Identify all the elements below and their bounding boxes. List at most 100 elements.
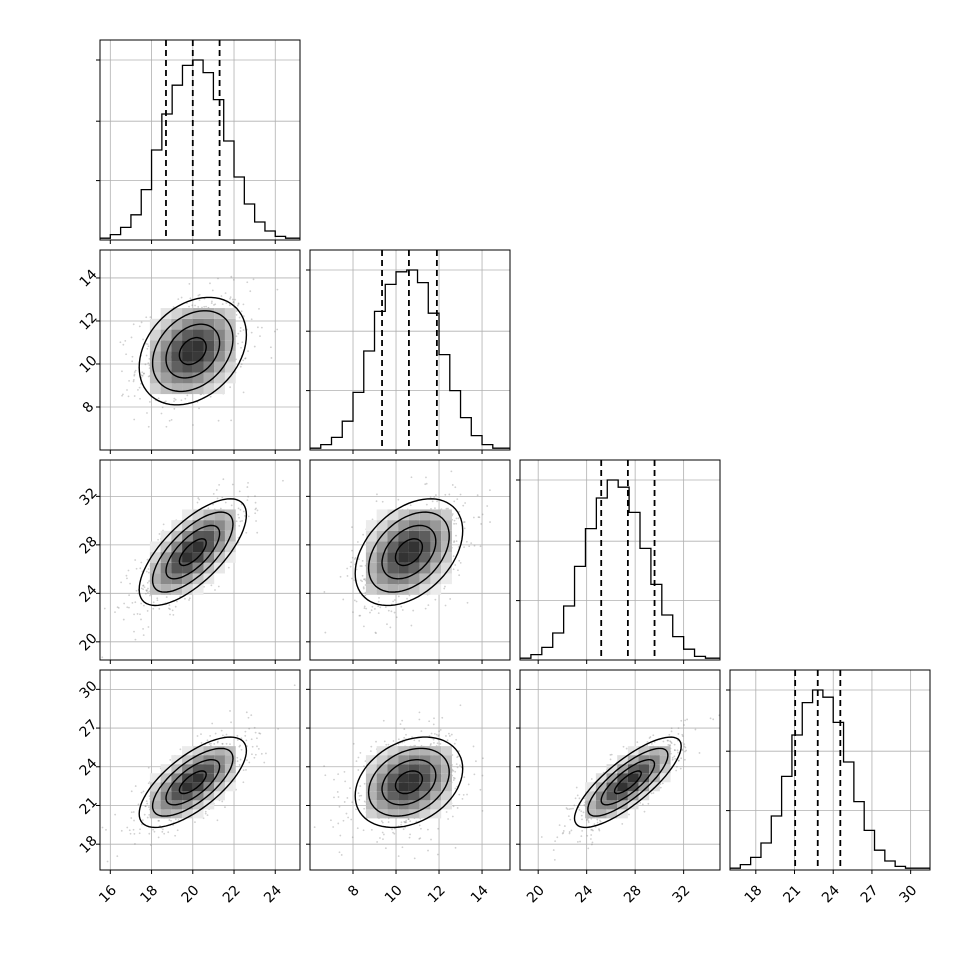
density-cell: [398, 584, 409, 595]
scatter-point: [324, 774, 327, 777]
scatter-point: [684, 750, 686, 753]
scatter-point: [662, 740, 665, 743]
scatter-point: [636, 741, 639, 744]
scatter-point: [433, 732, 436, 735]
panel-frame: [99, 669, 301, 871]
scatter-point: [238, 745, 241, 748]
scatter-point: [580, 835, 583, 837]
scatter-point: [147, 766, 150, 769]
density-cell: [419, 755, 431, 765]
scatter-point: [384, 847, 387, 850]
scatter-point: [152, 601, 155, 604]
density-cell: [192, 755, 204, 765]
scatter-point: [238, 490, 241, 493]
scatter-point: [237, 302, 240, 305]
density-cell: [441, 552, 452, 563]
scatter-point: [342, 598, 345, 601]
scatter-point: [143, 372, 145, 375]
scatter-point: [456, 498, 459, 501]
scatter-point: [293, 684, 296, 687]
scatter-point: [232, 278, 235, 281]
scatter-point: [242, 329, 245, 331]
scatter-point: [198, 299, 201, 301]
scatter-point: [342, 819, 345, 822]
scatter-point: [157, 397, 160, 400]
density-cell: [214, 541, 225, 553]
scatter-point: [128, 594, 131, 597]
scatter-point: [405, 733, 407, 736]
scatter-point: [105, 828, 107, 831]
scatter-point: [174, 398, 177, 401]
density-cell: [171, 308, 183, 319]
density-cell: [387, 773, 399, 783]
density-cell: [376, 541, 388, 553]
scatter-point: [225, 733, 228, 736]
scatter-point: [683, 758, 686, 761]
scatter-point: [216, 819, 219, 822]
scatter-point: [162, 523, 165, 526]
scatter-point: [679, 767, 682, 770]
scatter-point: [148, 476, 150, 478]
scatter-point: [127, 395, 130, 398]
density-cell: [182, 755, 193, 765]
scatter-point: [246, 486, 249, 488]
scatter-point: [235, 310, 238, 312]
scatter-point: [209, 282, 211, 285]
scatter-point: [250, 331, 253, 334]
density-cell: [585, 809, 596, 819]
density-cell: [171, 755, 183, 765]
density-cell: [419, 552, 431, 563]
scatter-point: [596, 818, 599, 821]
scatter-point: [213, 304, 215, 306]
density-cell: [638, 746, 650, 756]
scatter-point: [470, 542, 473, 545]
scatter-point: [201, 306, 203, 309]
density-cell: [171, 372, 183, 384]
scatter-point: [458, 559, 461, 562]
scatter-point: [138, 325, 141, 328]
density-cell: [430, 800, 442, 810]
scatter-point: [476, 494, 479, 497]
scatter-point: [667, 739, 669, 742]
scatter-point: [356, 541, 359, 543]
scatter-point: [437, 735, 440, 737]
density-cell: [617, 809, 628, 819]
scatter-point: [153, 830, 156, 833]
density-cell: [203, 573, 215, 585]
scatter-point: [123, 602, 126, 605]
y-tick-label-3-3: 32: [77, 485, 101, 509]
density-cell: [203, 800, 215, 810]
scatter-point: [330, 819, 332, 822]
scatter-point: [147, 345, 150, 348]
scatter-point: [568, 808, 571, 811]
scatter-point: [149, 844, 152, 846]
scatter-point: [240, 363, 243, 366]
scatter-point: [174, 818, 177, 821]
scatter-point: [220, 729, 223, 732]
contour-level-1: [613, 770, 642, 795]
scatter-point: [237, 303, 240, 306]
density-cell: [398, 764, 409, 774]
density-cell: [638, 791, 650, 801]
scatter-point: [554, 840, 557, 843]
density-cell: [441, 791, 452, 801]
scatter-point: [472, 516, 475, 519]
scatter-point: [230, 275, 233, 278]
density-cell: [160, 361, 172, 373]
scatter-point: [401, 719, 404, 722]
density-cell: [376, 562, 388, 574]
scatter-point: [580, 814, 583, 817]
scatter-point: [148, 806, 150, 808]
scatter-point: [425, 503, 428, 506]
scatter-point: [393, 832, 396, 835]
scatter-point: [650, 743, 653, 745]
scatter-point: [598, 829, 601, 832]
scatter-point: [434, 507, 436, 510]
scatter-point: [207, 507, 210, 510]
scatter-point: [486, 505, 489, 507]
scatter-point: [418, 837, 421, 840]
density-cell: [203, 782, 215, 792]
scatter-point: [450, 733, 453, 736]
density-cell: [430, 573, 442, 585]
